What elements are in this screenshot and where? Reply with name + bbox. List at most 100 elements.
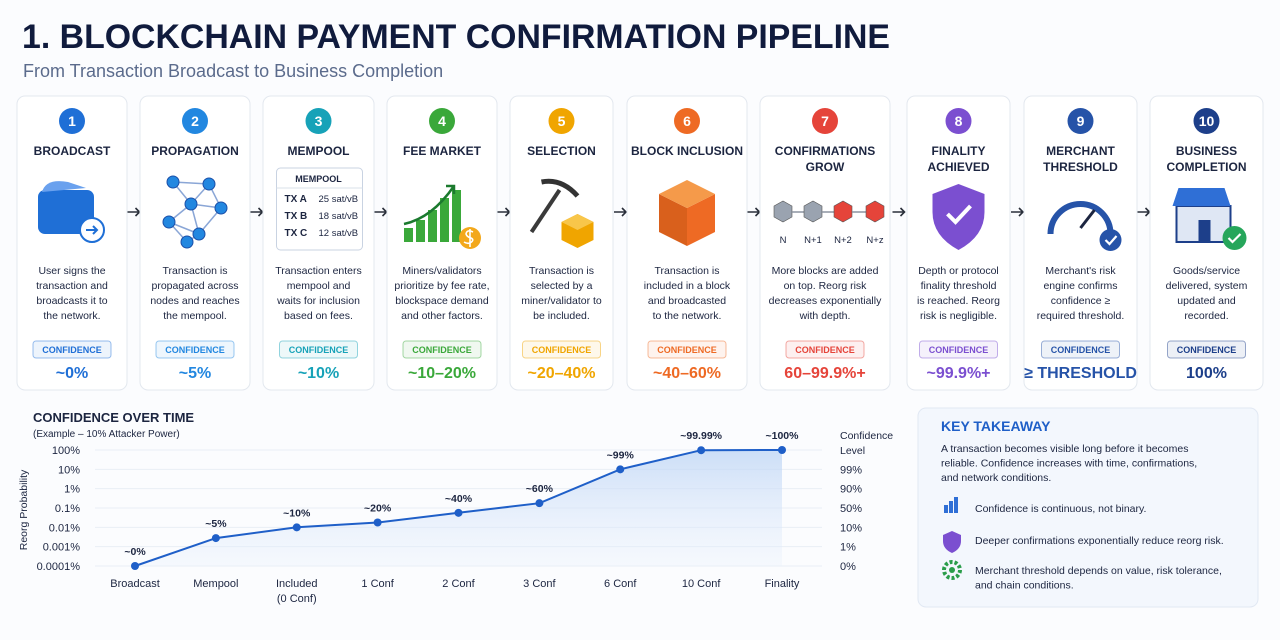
fee-bar: [416, 220, 425, 242]
y-tick-label: 100%: [52, 445, 80, 457]
y2-tick-label: 10%: [840, 522, 862, 534]
chart-title: CONFIDENCE OVER TIME: [33, 410, 194, 425]
confidence-pill: [155, 340, 235, 359]
chart-subtitle: (Example – 10% Attacker Power): [33, 429, 180, 440]
step-title: PROPAGATION: [151, 144, 239, 158]
mempool-tx: TX B: [285, 211, 308, 222]
flow-arrow: [1011, 207, 1025, 217]
wallet-flap: [42, 181, 86, 192]
step-badge: [548, 108, 575, 134]
step-description: Depth or protocol finality threshold is re…: [917, 265, 1000, 322]
check-badge: [1222, 226, 1247, 250]
block-top: [659, 180, 715, 208]
step-number: 10: [1199, 113, 1215, 129]
step-card: [139, 95, 251, 391]
confidence-label: CONFIDENCE: [795, 345, 855, 355]
x-tick-label: Mempool: [193, 578, 238, 590]
confidence-label: CONFIDENCE: [929, 345, 989, 355]
data-point: [778, 446, 786, 454]
y2-tick-label: 99%: [840, 464, 862, 476]
block-front: [659, 194, 687, 246]
confidence-label: CONFIDENCE: [42, 345, 102, 355]
data-label: ~0%: [124, 546, 146, 558]
point-icon: [942, 560, 962, 580]
data-label: ~10%: [283, 507, 311, 519]
takeaway-point: Merchant threshold depends on value, ris…: [975, 565, 1222, 592]
confidence-pill: [32, 340, 112, 359]
confidence-pill: [1041, 340, 1120, 359]
confidence-label: CONFIDENCE: [412, 345, 472, 355]
step-description: Merchant's risk engine confirms confidence…: [1037, 265, 1125, 322]
step-title: FINALITY ACHIEVED: [927, 144, 989, 174]
data-label: ~40%: [445, 493, 473, 505]
flow-arrow: [497, 207, 511, 217]
y2-tick-label: 90%: [840, 484, 862, 496]
pickaxe-head: [541, 178, 580, 198]
step-number: 2: [191, 113, 199, 129]
confidence-pill: [1167, 340, 1246, 359]
shield-check: [946, 204, 972, 225]
confidence-value: ~10%: [298, 365, 339, 382]
x-tick-label: Broadcast: [110, 578, 160, 590]
network-node: [162, 215, 176, 229]
step-number: 6: [683, 113, 691, 129]
fee-bar: [428, 210, 437, 242]
network-node: [180, 235, 194, 249]
chain-block: [865, 200, 885, 223]
step-number: 3: [315, 113, 323, 129]
confidence-label: CONFIDENCE: [1177, 345, 1237, 355]
network-node: [214, 201, 228, 215]
step-title: BUSINESS COMPLETION: [1167, 144, 1247, 174]
step-description: Transaction enters mempool and waits for i…: [275, 265, 362, 322]
mempool-title: MEMPOOL: [295, 174, 342, 184]
check-mark: [1104, 235, 1118, 246]
confidence-label: CONFIDENCE: [289, 345, 349, 355]
x-tick-label: Included (0 Conf): [276, 578, 318, 605]
confidence-label: CONFIDENCE: [657, 345, 717, 355]
step-badge: [1067, 108, 1094, 134]
step-number: 9: [1077, 113, 1085, 129]
step-badge: [674, 108, 700, 134]
data-label: ~20%: [364, 503, 392, 515]
confidence-pill: [785, 340, 865, 359]
wallet-icon: [38, 190, 94, 234]
confidence-pill: [919, 340, 998, 359]
step-badge: [812, 108, 838, 134]
point-icon: [944, 505, 948, 513]
y-tick-label: 0.0001%: [37, 561, 81, 573]
step-title: SELECTION: [527, 144, 596, 158]
y-tick-label: 0.1%: [55, 503, 80, 515]
chain-label: N: [780, 235, 787, 246]
data-label: ~99%: [607, 449, 635, 461]
mempool-fee: 12 sat/vB: [319, 228, 359, 239]
point-icon: [949, 567, 955, 573]
x-tick-label: 10 Conf: [682, 578, 721, 590]
store-door: [1198, 220, 1211, 242]
takeaway-panel: [917, 407, 1259, 608]
step-title: MERCHANT THRESHOLD: [1043, 144, 1118, 174]
data-point: [292, 523, 301, 532]
confidence-value: ≥ THRESHOLD: [1024, 365, 1137, 382]
network-node: [202, 177, 216, 191]
store-awning: [1172, 188, 1231, 206]
y2-tick-label: 1%: [840, 542, 856, 554]
mempool-fee: 25 sat/vB: [319, 194, 359, 205]
data-point: [535, 499, 544, 508]
small-cube-top: [561, 214, 594, 230]
gauge-needle: [1079, 209, 1096, 229]
x-tick-label: 6 Conf: [604, 578, 637, 590]
step-card: [16, 95, 128, 391]
data-label: ~99.99%: [680, 430, 722, 442]
step-badge: [305, 108, 332, 134]
block-side: [687, 194, 715, 246]
data-label: ~60%: [526, 483, 554, 495]
mempool-tx: TX C: [285, 228, 308, 239]
step-badge: [182, 108, 208, 134]
send-arrow: [86, 225, 99, 235]
chain-label: N+2: [834, 235, 852, 246]
gauge-arc: [1047, 201, 1114, 235]
point-icon: [943, 531, 961, 553]
step-number: 4: [438, 113, 446, 129]
flow-arrow: [250, 207, 264, 217]
